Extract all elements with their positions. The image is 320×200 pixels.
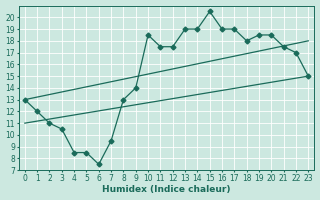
X-axis label: Humidex (Indice chaleur): Humidex (Indice chaleur) (102, 185, 231, 194)
